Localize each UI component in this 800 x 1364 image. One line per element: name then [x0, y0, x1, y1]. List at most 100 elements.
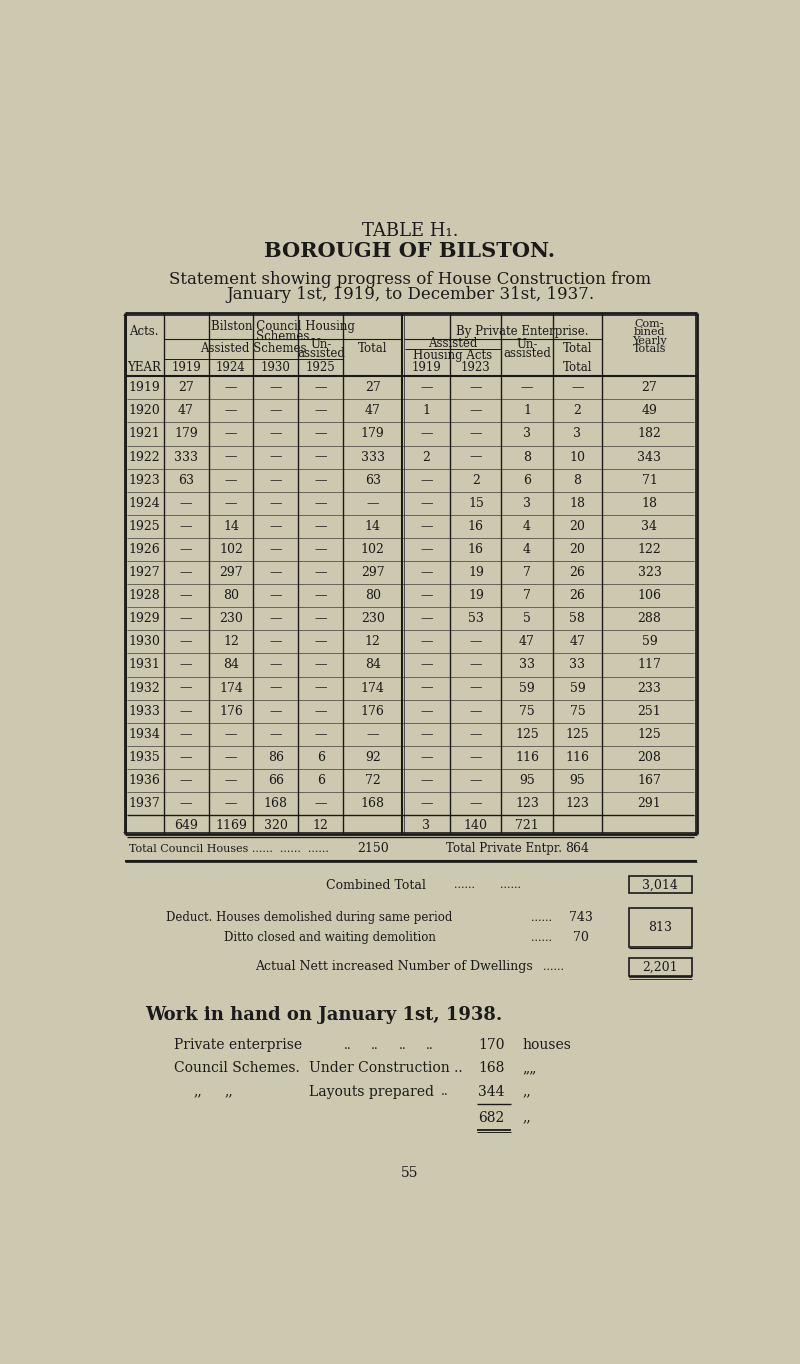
Text: 102: 102 [361, 543, 385, 557]
Text: —: — [420, 682, 433, 694]
Text: —: — [420, 612, 433, 625]
Text: —: — [470, 750, 482, 764]
Text: 1919: 1919 [128, 382, 160, 394]
Text: 102: 102 [219, 543, 243, 557]
Text: 1929: 1929 [128, 612, 160, 625]
Text: 59: 59 [570, 682, 586, 694]
Text: —: — [225, 427, 238, 441]
Text: bined: bined [634, 327, 666, 337]
Text: —: — [420, 636, 433, 648]
Text: —: — [470, 450, 482, 464]
Text: Un-: Un- [516, 338, 538, 351]
Text: 2: 2 [422, 450, 430, 464]
Text: —: — [270, 543, 282, 557]
Text: 55: 55 [402, 1166, 418, 1180]
Text: —: — [180, 543, 192, 557]
Text: —: — [470, 728, 482, 741]
Text: By Private Enterprise.: By Private Enterprise. [456, 325, 589, 338]
Text: ..: .. [441, 1084, 449, 1098]
Text: —: — [180, 612, 192, 625]
Text: 7: 7 [523, 589, 531, 602]
Text: 75: 75 [519, 705, 535, 717]
Text: 47: 47 [178, 404, 194, 417]
Text: 333: 333 [361, 450, 385, 464]
Text: 251: 251 [638, 705, 662, 717]
Text: 26: 26 [570, 566, 586, 580]
Text: 53: 53 [468, 612, 484, 625]
Text: —: — [420, 382, 433, 394]
Text: 63: 63 [365, 473, 381, 487]
Text: —: — [180, 682, 192, 694]
Text: Com-: Com- [634, 319, 664, 329]
Text: 16: 16 [468, 520, 484, 533]
Text: —: — [470, 797, 482, 810]
Text: Total: Total [562, 342, 592, 355]
Text: 4: 4 [523, 543, 531, 557]
Text: 1935: 1935 [128, 750, 160, 764]
Text: Un-: Un- [310, 338, 331, 351]
Text: 75: 75 [570, 705, 586, 717]
Text: ,,: ,, [224, 1084, 233, 1098]
Text: —: — [225, 382, 238, 394]
Text: 343: 343 [638, 450, 662, 464]
Text: 1921: 1921 [128, 427, 160, 441]
Text: 117: 117 [638, 659, 662, 671]
Text: YEAR: YEAR [127, 361, 161, 374]
Text: 72: 72 [365, 773, 381, 787]
Text: Under Construction ..: Under Construction .. [310, 1061, 463, 1075]
Text: 297: 297 [361, 566, 385, 580]
Text: 80: 80 [365, 589, 381, 602]
Text: —: — [470, 773, 482, 787]
Text: ......: ...... [454, 880, 474, 891]
Text: 167: 167 [638, 773, 662, 787]
Text: 1923: 1923 [461, 361, 490, 374]
Text: Deduct. Houses demolished during same period: Deduct. Houses demolished during same pe… [166, 911, 452, 923]
Text: Statement showing progress of House Construction from: Statement showing progress of House Cons… [169, 270, 651, 288]
Text: Total Council Houses ......  ......  ......: Total Council Houses ...... ...... .....… [129, 844, 329, 854]
Text: 170: 170 [478, 1038, 505, 1053]
Text: 813: 813 [648, 921, 672, 934]
Bar [629, 876, 692, 893]
Text: —: — [470, 705, 482, 717]
Text: 34: 34 [642, 520, 658, 533]
Text: —: — [470, 382, 482, 394]
Text: —: — [270, 520, 282, 533]
Text: —: — [180, 520, 192, 533]
Text: 1925: 1925 [128, 520, 160, 533]
Text: —: — [420, 427, 433, 441]
Text: 27: 27 [642, 382, 658, 394]
Text: —: — [470, 659, 482, 671]
Text: —: — [420, 473, 433, 487]
Text: 320: 320 [264, 820, 288, 832]
Text: 176: 176 [219, 705, 243, 717]
Text: 288: 288 [638, 612, 662, 625]
Text: —: — [180, 705, 192, 717]
Text: 19: 19 [468, 589, 484, 602]
Text: —: — [420, 496, 433, 510]
Text: 125: 125 [515, 728, 539, 741]
Text: 8: 8 [523, 450, 531, 464]
Text: —: — [270, 728, 282, 741]
Text: 84: 84 [223, 659, 239, 671]
Text: —: — [420, 797, 433, 810]
Text: —: — [366, 496, 379, 510]
Text: 1: 1 [422, 404, 430, 417]
Text: 20: 20 [570, 520, 586, 533]
Text: Private enterprise: Private enterprise [174, 1038, 302, 1053]
Text: 2: 2 [472, 473, 480, 487]
Text: 63: 63 [178, 473, 194, 487]
Text: 80: 80 [223, 589, 239, 602]
Text: 5: 5 [523, 612, 531, 625]
Text: Yearly: Yearly [632, 336, 666, 346]
Text: 179: 179 [361, 427, 385, 441]
Text: 70: 70 [573, 932, 589, 944]
Text: —: — [314, 404, 327, 417]
Text: —: — [180, 797, 192, 810]
Text: 7: 7 [523, 566, 531, 580]
Text: 1923: 1923 [128, 473, 160, 487]
Text: —: — [270, 682, 282, 694]
Text: —: — [225, 404, 238, 417]
Text: Layouts prepared: Layouts prepared [310, 1084, 434, 1098]
Text: —: — [314, 427, 327, 441]
Text: „„: „„ [522, 1061, 537, 1075]
